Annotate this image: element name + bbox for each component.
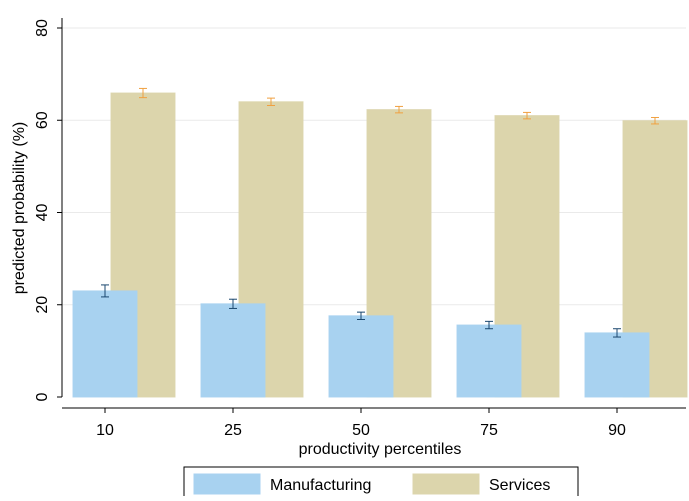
bar xyxy=(622,120,688,398)
x-tick-label: 10 xyxy=(96,422,114,439)
bar xyxy=(238,101,304,398)
y-tick-label: 40 xyxy=(34,204,51,222)
x-tick-label: 50 xyxy=(352,422,370,439)
x-tick-label: 75 xyxy=(480,422,498,439)
bar xyxy=(584,332,650,398)
legend-label: Manufacturing xyxy=(270,477,371,494)
x-axis-title: productivity percentiles xyxy=(299,441,462,458)
y-tick-label: 60 xyxy=(34,111,51,129)
y-tick-label: 20 xyxy=(34,296,51,314)
x-tick-label: 25 xyxy=(224,422,242,439)
y-axis-title: predicted probability (%) xyxy=(11,122,28,295)
bar xyxy=(200,303,266,398)
x-tick-label: 90 xyxy=(608,422,626,439)
legend-label: Services xyxy=(489,477,550,494)
legend-swatch xyxy=(412,473,480,495)
bar xyxy=(72,290,138,398)
bar xyxy=(456,324,522,398)
legend-swatch xyxy=(193,473,261,495)
bar xyxy=(328,315,394,398)
y-tick-label: 80 xyxy=(34,19,51,37)
y-tick-label: 0 xyxy=(34,392,51,401)
